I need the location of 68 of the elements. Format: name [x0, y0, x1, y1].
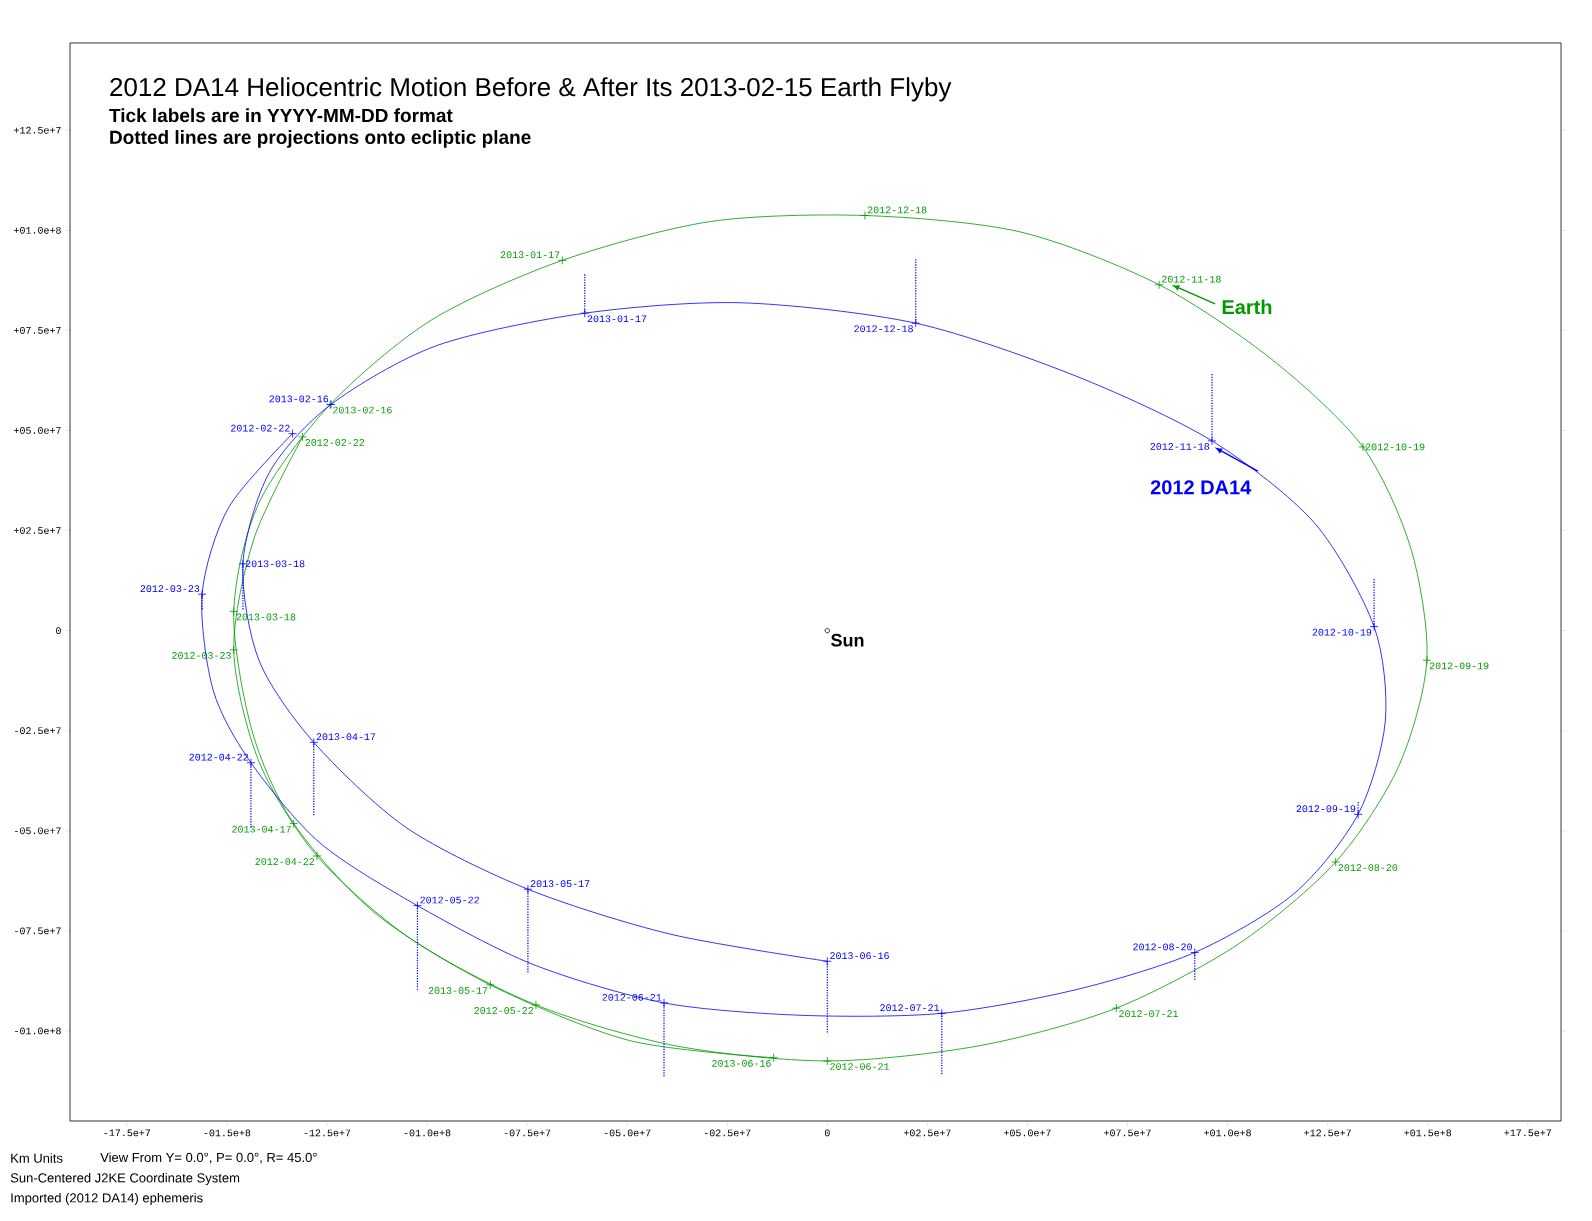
- data-label: 2013-06-16: [830, 952, 889, 960]
- x-tick-label: -01.5e+8: [204, 1129, 251, 1137]
- data-label: 2013-03-18: [236, 613, 296, 621]
- data-label: 2012-06-21: [830, 1063, 890, 1070]
- y-tick-label: +01.0e+8: [14, 226, 61, 234]
- text: 2012 DA14 Heliocentric Motion Before & After Its 2013-02-15 Earth Flyby: [110, 77, 952, 102]
- y-tick-label: +12.5e+7: [14, 126, 61, 134]
- data-label: 2012-11-18: [1162, 275, 1221, 283]
- data-label: 2013-01-17: [587, 315, 647, 323]
- x-tick-label: +12.5e+7: [1304, 1129, 1351, 1137]
- y-tick-label: -05.0e+7: [15, 827, 61, 835]
- data-label: 2013-02-16: [269, 395, 329, 403]
- x-tick-label: -01.0e+8: [404, 1129, 451, 1137]
- x-tick-label: +02.5e+7: [903, 1129, 951, 1137]
- data-label: 2013-05-17: [428, 987, 488, 994]
- data-label: 2012-09-19: [1429, 662, 1489, 670]
- text: Imported (2012 DA14) ephemeris: [11, 1192, 203, 1206]
- x-tick-label: +17.5e+7: [1504, 1129, 1552, 1137]
- data-label: 2012-07-21: [880, 1004, 940, 1012]
- data-label: 2012-12-18: [854, 325, 913, 333]
- data-label: 2013-04-17: [316, 733, 376, 741]
- y-tick-label: +02.5e+7: [14, 527, 61, 534]
- x-tick-label: +01.0e+8: [1204, 1129, 1251, 1137]
- data-label: 2013-06-16: [712, 1059, 771, 1067]
- x-tick-label: -02.5e+7: [704, 1129, 751, 1137]
- data-label: 2012-08-20: [1133, 943, 1192, 951]
- x-tick-label: -07.5e+7: [504, 1129, 551, 1137]
- data-label: 2012-03-23: [172, 652, 231, 659]
- legend-label: Earth: [1222, 299, 1272, 315]
- data-label: 2012-09-19: [1296, 805, 1356, 813]
- y-tick-label: 0: [56, 627, 61, 635]
- series-label: 2012 DA14: [1150, 480, 1252, 495]
- text: Tick labels are in YYYY-MM-DD format: [109, 108, 453, 123]
- data-label: 2012-03-23: [140, 585, 200, 592]
- data-label: 2012-10-19: [1365, 443, 1425, 451]
- x-tick-label: -05.0e+7: [604, 1129, 651, 1137]
- x-tick-label: -12.5e+7: [304, 1129, 351, 1137]
- x-tick-label: 0: [824, 1129, 830, 1137]
- data-label: 2012-11-18: [1150, 443, 1210, 450]
- y-tick-label: -07.5e+7: [15, 927, 61, 935]
- data-label: 2012-08-20: [1338, 864, 1398, 871]
- data-label: 2013-01-17: [500, 251, 560, 259]
- data-label: 2012-02-22: [305, 439, 365, 446]
- series-label: Sun: [831, 633, 864, 647]
- data-label: 2012-05-22: [420, 896, 479, 904]
- y-tick-label: +07.5e+7: [14, 327, 61, 334]
- data-label: 2012-12-18: [867, 206, 927, 214]
- x-tick-label: +01.5e+8: [1404, 1129, 1452, 1137]
- text: Km Units: [11, 1153, 63, 1163]
- data-label: 2013-05-17: [530, 880, 590, 888]
- data-label: 2013-03-18: [245, 560, 305, 568]
- data-label: 2012-05-22: [474, 1007, 534, 1014]
- data-label: 2012-10-19: [1312, 628, 1372, 636]
- annotation: Dotted lines are projections onto ecliptic plane: [110, 130, 531, 148]
- x-tick-label: -17.5e+7: [104, 1129, 151, 1137]
- y-tick-label: -01.0e+8: [15, 1027, 61, 1035]
- data-label: 2012-04-22: [255, 858, 315, 865]
- data-label: 2013-04-17: [232, 825, 291, 833]
- x-tick-label: +07.5e+7: [1104, 1129, 1151, 1137]
- x-tick-label: +05.0e+7: [1004, 1129, 1051, 1137]
- text: Sun-Centered J2KE Coordinate System: [10, 1172, 240, 1186]
- data-label: 2013-02-16: [333, 406, 392, 414]
- y-tick-label: +05.0e+7: [14, 427, 61, 434]
- data-label: 2012-04-22: [189, 753, 249, 761]
- text: View From Y= 0.0°, P= 0.0°, R= 45.0°: [100, 1152, 317, 1164]
- y-tick-label: -02.5e+7: [15, 727, 61, 735]
- data-label: 2012-02-22: [231, 424, 290, 432]
- data-label: 2012-07-21: [1119, 1010, 1179, 1018]
